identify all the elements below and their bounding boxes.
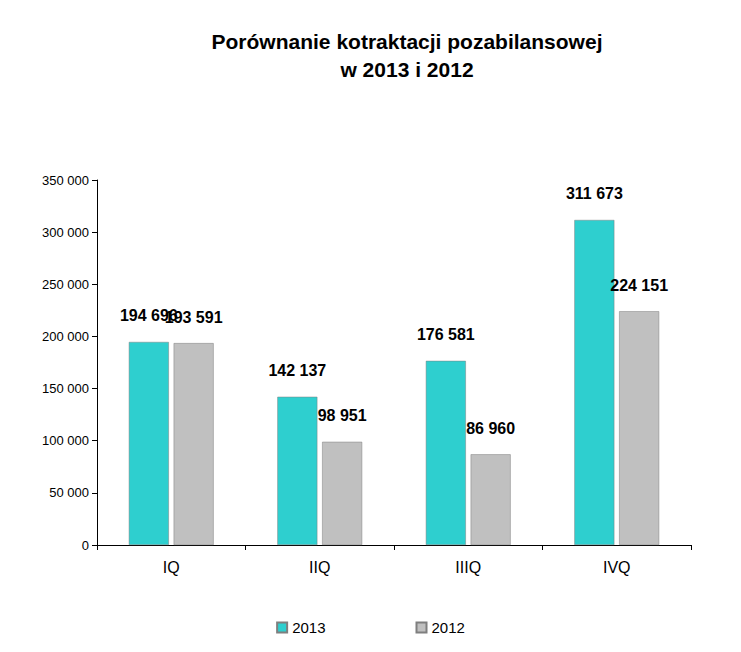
svg-text:100 000: 100 000	[42, 433, 89, 448]
svg-text:311 673: 311 673	[566, 185, 623, 202]
svg-text:w 2013 i 2012: w 2013 i 2012	[339, 58, 473, 81]
svg-text:Porównanie kotraktacji pozabil: Porównanie kotraktacji pozabilansowej	[212, 30, 603, 53]
svg-text:IIIQ: IIIQ	[455, 559, 481, 576]
svg-text:200 000: 200 000	[42, 329, 89, 344]
svg-text:IQ: IQ	[163, 559, 180, 576]
svg-text:350 000: 350 000	[42, 173, 89, 188]
svg-text:0: 0	[82, 538, 89, 553]
svg-text:150 000: 150 000	[42, 381, 89, 396]
svg-text:193 591: 193 591	[165, 309, 223, 326]
svg-text:194 696: 194 696	[119, 307, 178, 325]
svg-text:2013: 2013	[292, 619, 325, 636]
svg-text:IIQ: IIQ	[309, 559, 330, 576]
svg-text:250 000: 250 000	[42, 277, 89, 292]
svg-text:98 951: 98 951	[318, 407, 367, 424]
svg-text:50 000: 50 000	[49, 485, 89, 500]
svg-text:224 151: 224 151	[610, 277, 668, 294]
svg-text:2012: 2012	[432, 619, 465, 636]
svg-text:176 581: 176 581	[417, 326, 475, 343]
svg-text:300 000: 300 000	[42, 225, 89, 240]
svg-text:142 137: 142 137	[268, 362, 326, 379]
svg-text:86 960: 86 960	[466, 420, 515, 437]
svg-text:IVQ: IVQ	[603, 559, 631, 576]
